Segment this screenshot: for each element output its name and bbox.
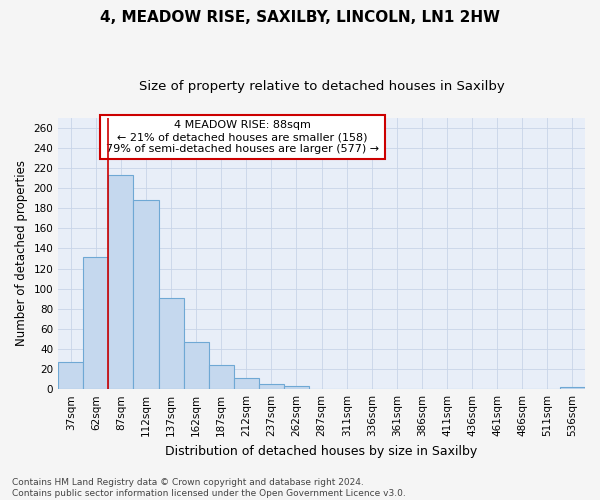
Y-axis label: Number of detached properties: Number of detached properties (15, 160, 28, 346)
Bar (58, 362, 83, 389)
Bar (184, 342, 209, 389)
Bar (560, 387, 585, 389)
Title: Size of property relative to detached houses in Saxilby: Size of property relative to detached ho… (139, 80, 505, 93)
Text: Contains HM Land Registry data © Crown copyright and database right 2024.
Contai: Contains HM Land Registry data © Crown c… (12, 478, 406, 498)
Text: 4 MEADOW RISE: 88sqm
← 21% of detached houses are smaller (158)
79% of semi-deta: 4 MEADOW RISE: 88sqm ← 21% of detached h… (106, 120, 379, 154)
X-axis label: Distribution of detached houses by size in Saxilby: Distribution of detached houses by size … (166, 444, 478, 458)
Text: 4, MEADOW RISE, SAXILBY, LINCOLN, LN1 2HW: 4, MEADOW RISE, SAXILBY, LINCOLN, LN1 2H… (100, 10, 500, 25)
Bar (133, 200, 158, 389)
Bar (284, 386, 309, 389)
Bar (158, 298, 184, 389)
Bar (109, 175, 133, 389)
Bar (234, 378, 259, 389)
Bar (259, 384, 284, 389)
Bar (209, 365, 234, 389)
Bar (83, 258, 109, 389)
